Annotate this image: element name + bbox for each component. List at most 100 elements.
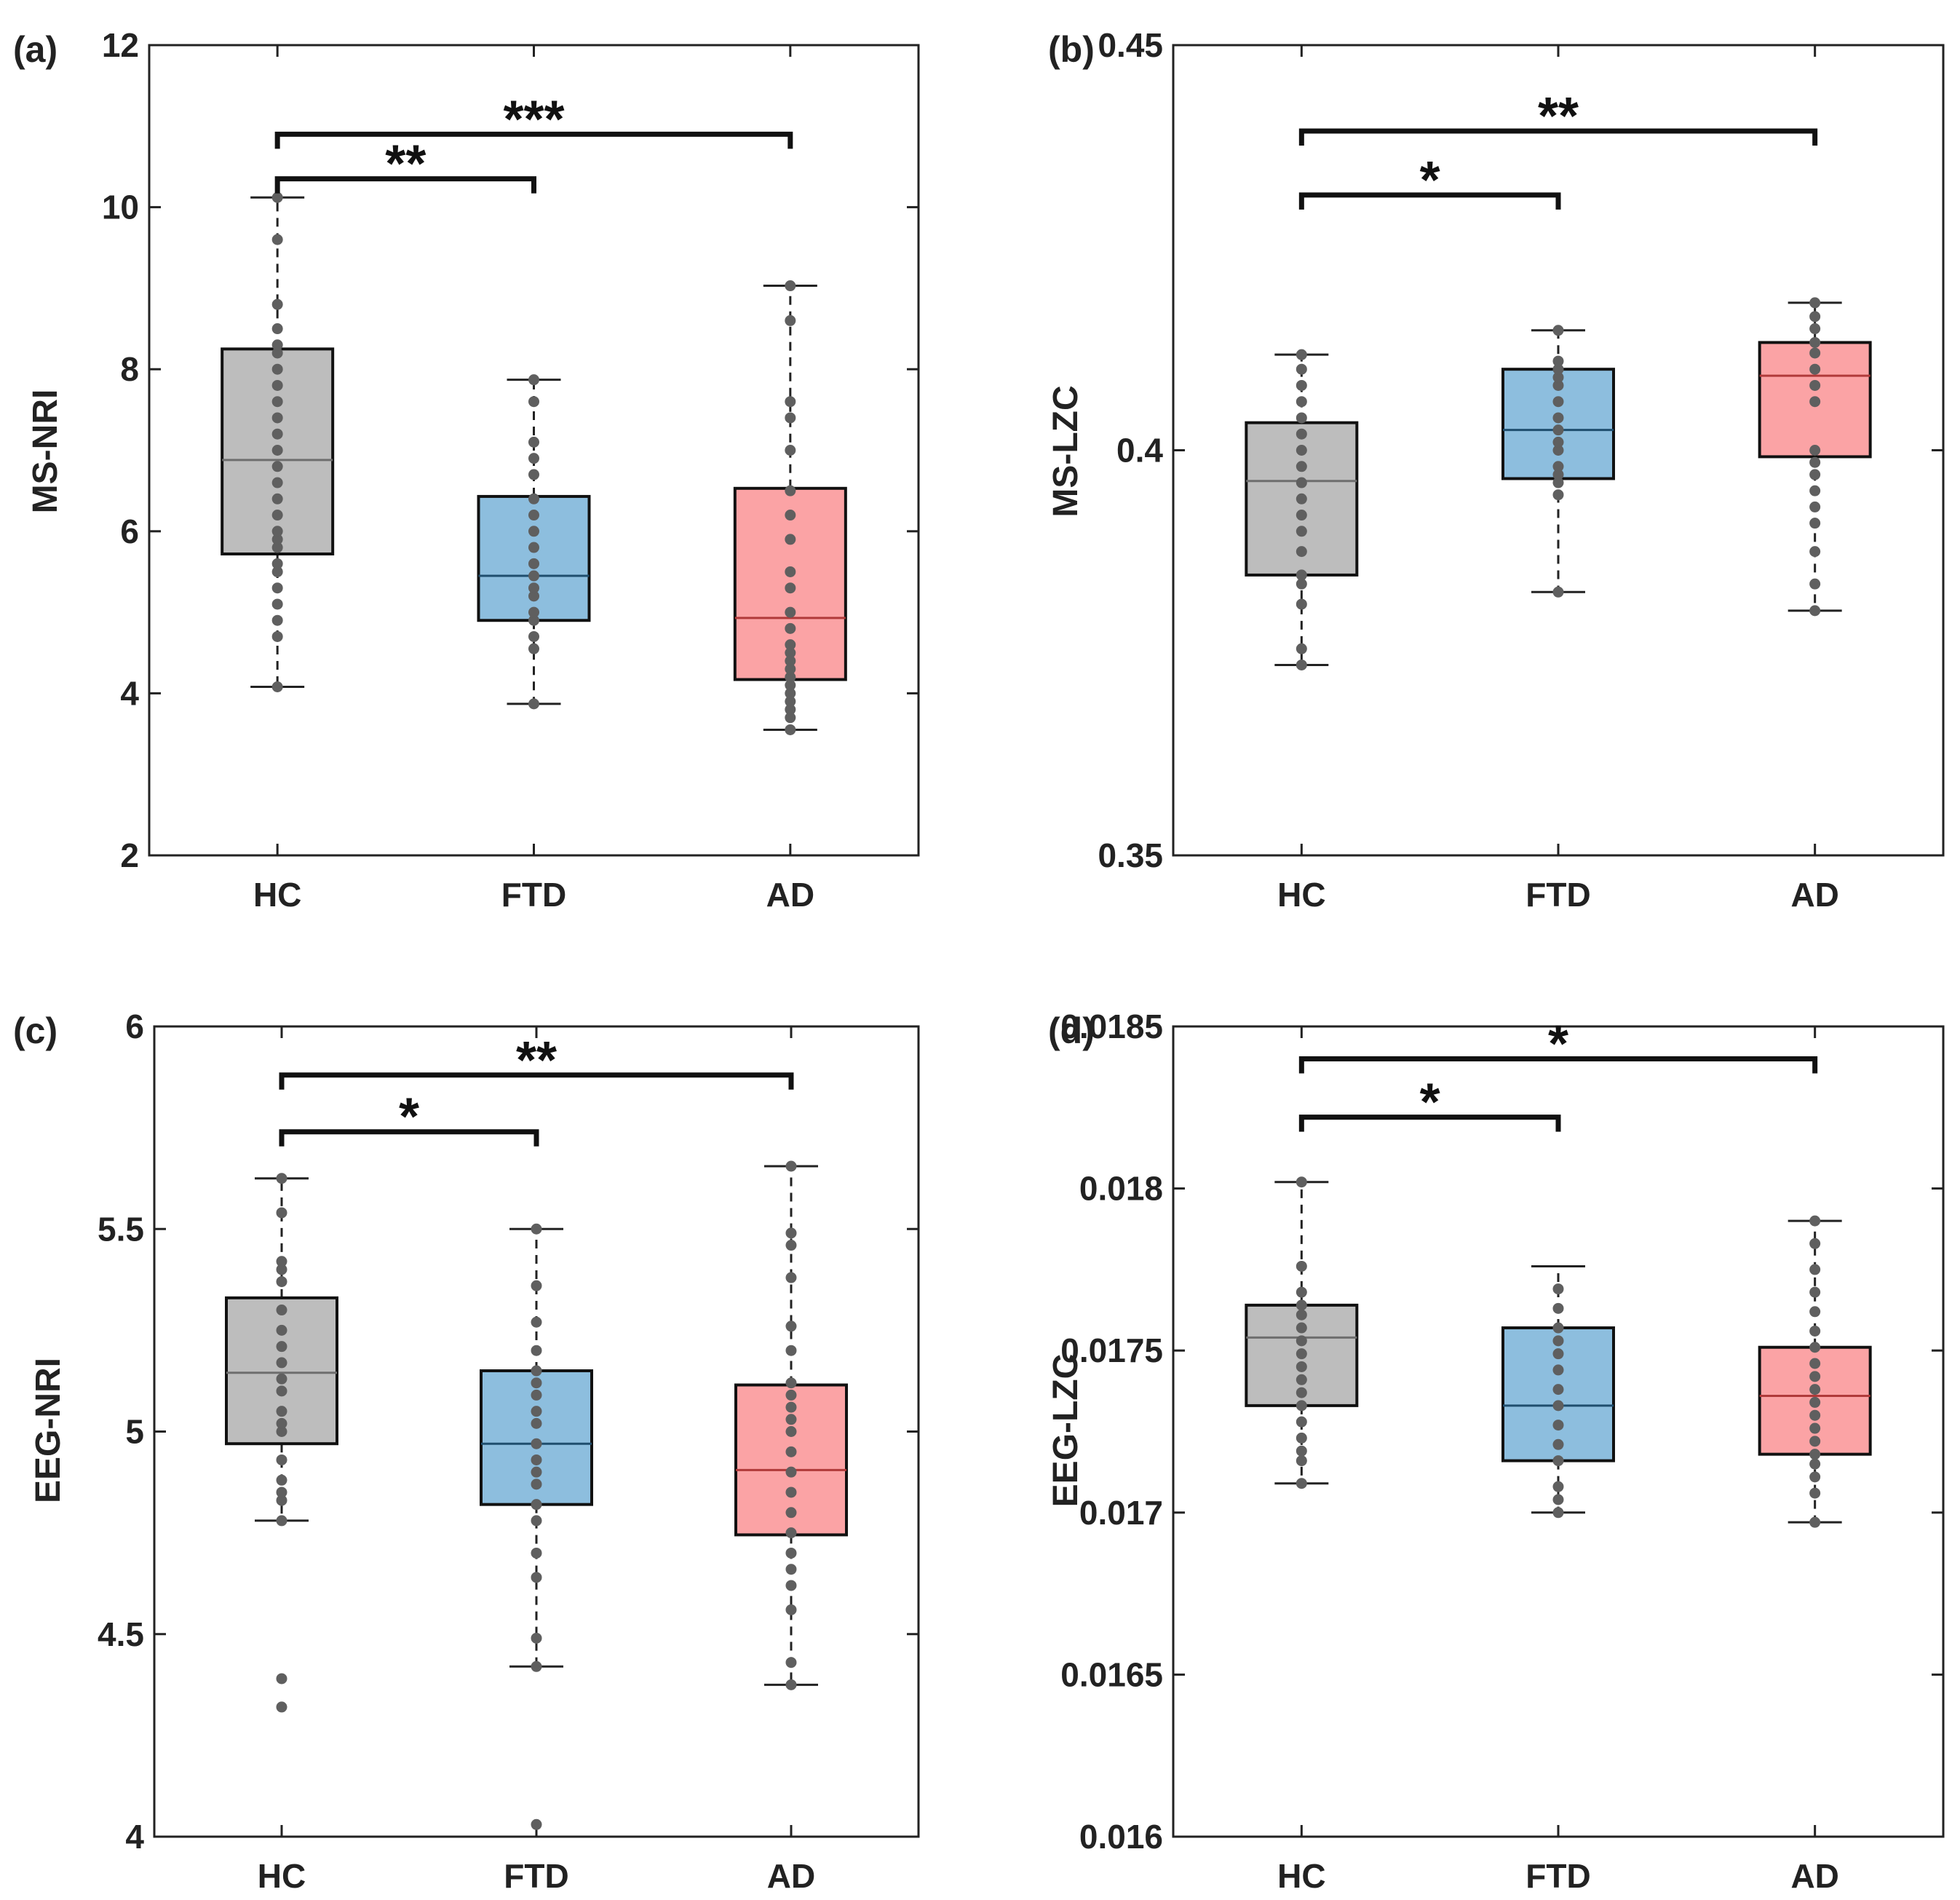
data-point [1552, 1507, 1564, 1519]
data-point [1809, 1342, 1821, 1353]
data-point [271, 461, 283, 472]
data-point [271, 582, 283, 594]
data-point [785, 1414, 797, 1425]
data-point [1552, 1400, 1564, 1412]
data-point [271, 510, 283, 521]
data-point [1809, 1422, 1821, 1434]
data-point [785, 1377, 797, 1389]
data-point [785, 622, 796, 634]
data-point [276, 1276, 287, 1288]
data-point [1296, 349, 1307, 360]
y-tick-label: 2 [120, 836, 139, 874]
data-point [528, 582, 539, 594]
data-point [1552, 586, 1564, 598]
data-point [785, 1401, 797, 1413]
data-point [528, 493, 539, 504]
data-point [271, 566, 283, 577]
data-point [785, 396, 796, 408]
data-point [1296, 546, 1307, 558]
y-tick-label: 4.5 [98, 1615, 144, 1653]
data-point [528, 453, 539, 464]
data-point [1809, 518, 1821, 529]
y-axis-label: MS-NRI [26, 389, 65, 514]
y-tick-label: 0.45 [1098, 26, 1163, 64]
data-point [1809, 396, 1821, 408]
data-point [1809, 1436, 1821, 1447]
data-point [276, 1264, 287, 1275]
data-point [271, 347, 283, 359]
bracket-line [1298, 192, 1561, 210]
panel-label: (a) [13, 29, 57, 70]
data-point [785, 1466, 797, 1478]
bracket-line [1298, 1115, 1561, 1132]
data-point [276, 1417, 287, 1429]
data-point [271, 428, 283, 440]
data-point [1552, 355, 1564, 367]
data-point [785, 1446, 797, 1457]
significance-bracket: ** [274, 135, 536, 194]
data-point [271, 614, 283, 626]
data-point [276, 1173, 287, 1184]
data-point [785, 671, 796, 683]
significance-label: * [1420, 1074, 1440, 1132]
data-point [531, 1316, 542, 1328]
data-point [1809, 323, 1821, 335]
data-point [785, 1547, 797, 1559]
data-point [1809, 1487, 1821, 1499]
data-point [1809, 605, 1821, 617]
data-point [1296, 477, 1307, 488]
data-point [1809, 1264, 1821, 1275]
data-point [1552, 424, 1564, 436]
data-point [531, 1377, 542, 1389]
data-point [785, 679, 796, 691]
data-point [785, 1426, 797, 1437]
panel-label: (c) [13, 1010, 57, 1051]
data-point [276, 1207, 287, 1219]
data-point [785, 1679, 797, 1690]
data-point [1809, 1371, 1821, 1382]
data-point [271, 379, 283, 391]
data-point [1552, 1481, 1564, 1492]
data-point [785, 1487, 797, 1498]
data-point [528, 469, 539, 480]
significance-label: * [1420, 151, 1440, 210]
data-point [1296, 1348, 1307, 1360]
data-point [528, 570, 539, 582]
data-point [531, 1572, 542, 1583]
data-point [1809, 485, 1821, 496]
significance-label: ** [516, 1032, 557, 1090]
data-point [785, 412, 796, 424]
data-point [271, 234, 283, 245]
data-point [1552, 1283, 1564, 1295]
data-point [1809, 379, 1821, 391]
data-point [1809, 578, 1821, 590]
box-ad [733, 280, 847, 735]
data-point [1552, 325, 1564, 336]
data-point [1296, 1335, 1307, 1347]
data-point [1552, 1384, 1564, 1396]
data-point [271, 534, 283, 545]
data-point [785, 1321, 797, 1332]
data-point [1809, 1358, 1821, 1369]
data-point [1552, 445, 1564, 456]
data-point [528, 526, 539, 537]
data-point [276, 1474, 287, 1486]
data-point [785, 1507, 797, 1519]
y-tick-label: 6 [120, 512, 139, 550]
x-tick-label: AD [1790, 876, 1838, 914]
data-point [531, 1223, 542, 1235]
data-point [531, 1454, 542, 1465]
data-point [276, 1701, 287, 1713]
box-ad [734, 1160, 848, 1690]
y-tick-label: 4 [125, 1818, 144, 1856]
data-point [1296, 363, 1307, 375]
box-ftd [1501, 325, 1615, 598]
data-point [1296, 1432, 1307, 1444]
x-tick-label: HC [1277, 876, 1325, 914]
data-point [276, 1373, 287, 1385]
data-point [1809, 1516, 1821, 1528]
y-tick-label: 0.0185 [1060, 1008, 1163, 1045]
data-point [271, 323, 283, 335]
data-point [1296, 1400, 1307, 1412]
panel-label: (b) [1048, 29, 1095, 70]
